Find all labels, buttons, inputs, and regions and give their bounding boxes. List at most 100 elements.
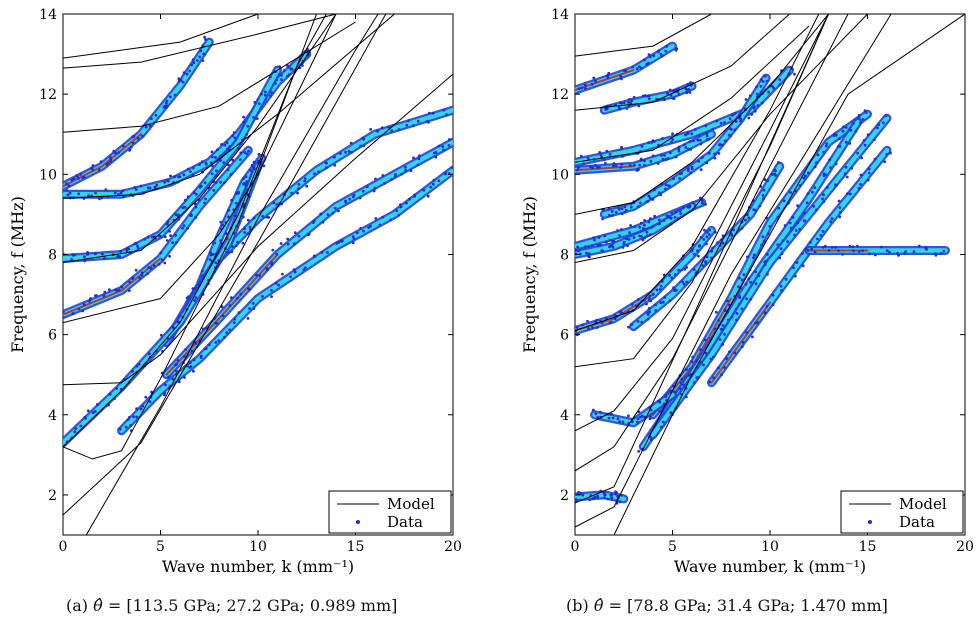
data-point xyxy=(877,123,881,126)
data-point xyxy=(846,192,849,196)
data-point xyxy=(588,498,592,501)
data-point xyxy=(759,84,763,88)
data-point xyxy=(665,45,668,48)
data-point xyxy=(581,493,585,497)
data-point xyxy=(686,132,689,136)
data-point xyxy=(367,226,370,230)
data-point xyxy=(767,90,770,94)
data-point xyxy=(647,307,651,310)
data-point xyxy=(882,121,885,125)
data-point xyxy=(763,311,767,314)
data-point xyxy=(766,179,770,183)
data-point xyxy=(600,249,604,253)
data-point xyxy=(838,211,842,214)
data-point xyxy=(596,326,599,329)
data-point xyxy=(776,215,780,219)
data-point xyxy=(699,142,703,146)
data-point xyxy=(671,97,675,100)
data-point xyxy=(292,268,296,272)
data-point xyxy=(212,189,216,192)
data-point xyxy=(128,280,132,284)
data-point xyxy=(638,234,641,238)
data-point xyxy=(296,191,299,195)
data-point xyxy=(844,140,848,144)
data-point xyxy=(326,251,329,254)
data-point xyxy=(102,294,106,298)
data-point xyxy=(169,95,172,99)
y-axis-label: Frequency, f (MHz) xyxy=(8,196,27,353)
data-point xyxy=(737,285,740,289)
data-point xyxy=(641,238,645,242)
data-point xyxy=(303,179,307,183)
data-point xyxy=(645,234,649,238)
data-point xyxy=(404,168,407,172)
data-point xyxy=(697,254,700,258)
data-point xyxy=(272,201,276,205)
data-point xyxy=(677,92,681,96)
data-point xyxy=(848,192,852,196)
data-point xyxy=(804,174,807,178)
data-point xyxy=(608,321,612,325)
data-point xyxy=(259,92,263,96)
data-point xyxy=(889,151,892,155)
data-point xyxy=(203,201,206,205)
data-point xyxy=(689,171,693,175)
data-point xyxy=(148,400,152,404)
data-point xyxy=(663,296,667,299)
data-point xyxy=(275,252,279,256)
data-point xyxy=(321,220,325,224)
data-point xyxy=(610,497,614,500)
data-point xyxy=(844,165,848,169)
data-point xyxy=(605,107,609,111)
data-point xyxy=(810,247,814,251)
data-point xyxy=(759,90,763,94)
data-point xyxy=(620,207,624,211)
data-point xyxy=(79,424,83,428)
data-point xyxy=(616,229,619,232)
data-point xyxy=(636,420,639,424)
data-point xyxy=(168,254,172,258)
data-point xyxy=(664,49,668,53)
data-band xyxy=(160,137,453,380)
data-point xyxy=(173,93,177,97)
data-point xyxy=(586,157,590,160)
data-point xyxy=(705,242,708,246)
data-point xyxy=(94,294,97,298)
data-point xyxy=(614,211,618,214)
data-point xyxy=(808,241,812,244)
data-point xyxy=(237,192,240,195)
data-point xyxy=(822,172,826,176)
x-tick-label: 15 xyxy=(347,539,365,555)
data-point xyxy=(723,308,727,312)
data-point xyxy=(136,136,140,140)
data-point xyxy=(763,178,767,182)
data-point xyxy=(637,104,641,108)
data-point xyxy=(707,151,711,155)
model-curve xyxy=(575,14,712,57)
data-point xyxy=(135,242,138,245)
data-point xyxy=(628,231,631,234)
data-point xyxy=(632,95,636,99)
data-point xyxy=(885,249,889,253)
data-point xyxy=(192,191,196,195)
data-point xyxy=(611,213,614,217)
data-point xyxy=(228,304,232,307)
data-point xyxy=(652,140,656,143)
data-point xyxy=(795,261,799,264)
data-point xyxy=(165,101,168,105)
data-point xyxy=(380,126,384,130)
data-point xyxy=(686,169,690,172)
data-point xyxy=(408,197,411,201)
data-point xyxy=(753,109,757,113)
data-point xyxy=(390,129,394,133)
data-point xyxy=(696,376,700,379)
data-point xyxy=(333,164,337,167)
data-point xyxy=(873,138,876,142)
data-point xyxy=(623,211,627,214)
data-point xyxy=(798,184,802,187)
data-point xyxy=(104,188,108,192)
data-point xyxy=(587,327,590,331)
data-point xyxy=(383,181,387,185)
data-point xyxy=(155,183,159,187)
data-point xyxy=(293,270,297,274)
